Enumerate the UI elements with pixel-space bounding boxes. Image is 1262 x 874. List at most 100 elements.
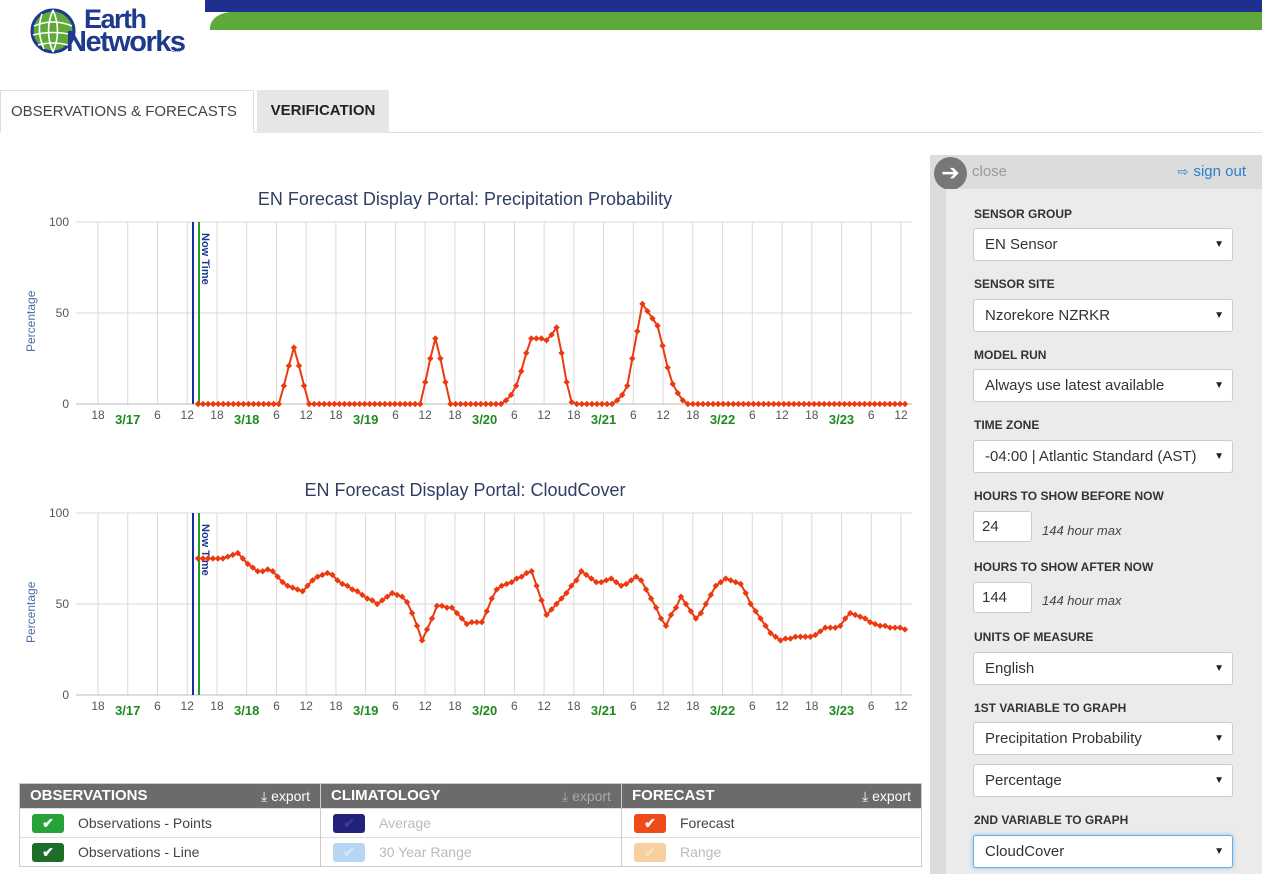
data-point	[528, 568, 535, 575]
x-tick-label: 12	[537, 699, 551, 713]
legend-row-range[interactable]: ✔ Range	[622, 837, 921, 866]
data-point	[573, 400, 580, 408]
data-point	[684, 400, 692, 408]
earth-networks-logo[interactable]: Earth Networks SM	[26, 6, 186, 72]
x-tick-label: 12	[181, 408, 195, 422]
select-value: CloudCover	[985, 843, 1065, 860]
legend-row-forecast[interactable]: ✔ Forecast	[622, 808, 921, 837]
data-point	[634, 328, 641, 335]
sensor-site-select[interactable]: Nzorekore NZRKR ▼	[973, 299, 1233, 332]
data-point	[866, 400, 873, 408]
data-point	[699, 400, 707, 408]
export-climatology-button[interactable]: ⤓ export	[562, 784, 611, 808]
tab-verification[interactable]: VERIFICATION	[257, 90, 389, 133]
x-tick-label: 12	[656, 408, 670, 422]
data-point	[856, 400, 863, 408]
data-point	[285, 362, 293, 369]
precipitation-plot: 0 50 100 18 3/17 6 12 18 3/18 6 12 18 3/19 6 12 18 3/20 6…	[49, 215, 912, 427]
data-point	[837, 622, 844, 630]
data-point	[553, 324, 560, 331]
var1-select[interactable]: Precipitation Probability ▼	[973, 722, 1233, 755]
data-point	[720, 400, 727, 408]
data-point	[822, 624, 829, 631]
check-icon[interactable]: ✔	[32, 814, 64, 833]
check-icon[interactable]: ✔	[333, 843, 365, 862]
data-point	[573, 577, 580, 584]
data-point	[891, 624, 899, 631]
data-point	[209, 400, 217, 408]
select-value: -04:00 | Atlantic Standard (AST)	[985, 448, 1197, 465]
units-select[interactable]: English ▼	[973, 652, 1233, 685]
data-point	[694, 400, 702, 408]
data-point	[871, 400, 878, 408]
check-icon[interactable]: ✔	[32, 843, 64, 862]
close-arrow-icon[interactable]: ➔	[934, 157, 967, 190]
data-point	[730, 400, 737, 408]
data-point	[235, 400, 242, 408]
x-tick-label: 18	[567, 408, 581, 422]
legend-row-average[interactable]: ✔ Average	[321, 808, 621, 837]
check-icon[interactable]: ✔	[634, 814, 666, 833]
legend-row-30-year-range[interactable]: ✔ 30 Year Range	[321, 837, 621, 866]
data-point	[654, 322, 661, 329]
data-point	[871, 620, 879, 628]
time-zone-select[interactable]: -04:00 | Atlantic Standard (AST) ▼	[973, 440, 1233, 473]
data-point	[543, 337, 550, 344]
x-tick-label: 6	[273, 699, 280, 713]
close-link[interactable]: close	[972, 163, 1008, 180]
x-tick-label: 18	[329, 699, 343, 713]
var2-label: 2ND VARIABLE TO GRAPH	[974, 813, 1129, 827]
logo-tm: SM	[171, 48, 180, 54]
x-tick-label: 12	[300, 699, 314, 713]
data-point	[418, 637, 426, 644]
hours-before-input[interactable]: 24	[973, 511, 1032, 542]
y-tick-label: 50	[56, 597, 70, 611]
hours-after-input[interactable]: 144	[973, 582, 1032, 613]
data-point	[417, 400, 424, 408]
tab-bar: OBSERVATIONS & FORECASTS VERIFICATION	[0, 90, 1262, 133]
legend-title-observations: OBSERVATIONS	[30, 787, 148, 804]
data-point	[896, 400, 904, 408]
data-point	[647, 595, 655, 602]
x-tick-label: 18	[91, 408, 105, 422]
data-point	[447, 400, 454, 408]
x-date-label: 3/22	[710, 412, 735, 427]
legend-label: Range	[680, 844, 722, 860]
legend-row-observations-points[interactable]: ✔ Observations - Points	[20, 808, 320, 837]
legend-row-observations-line[interactable]: ✔ Observations - Line	[20, 837, 320, 866]
sign-out-link[interactable]: ⇨ sign out	[1178, 163, 1246, 180]
data-point	[458, 615, 466, 622]
y-tick-label: 100	[49, 215, 69, 229]
legend-header-climatology: CLIMATOLOGY ⤓ export	[321, 784, 621, 808]
data-point	[827, 624, 834, 631]
export-observations-button[interactable]: ⤓ export	[261, 784, 310, 808]
x-date-label: 3/21	[591, 703, 616, 718]
check-icon[interactable]: ✔	[634, 843, 666, 862]
logo-text: Earth Networks	[66, 6, 186, 57]
data-point	[747, 600, 754, 608]
data-point	[376, 400, 383, 408]
model-run-select[interactable]: Always use latest available ▼	[973, 369, 1233, 402]
hours-after-label: HOURS TO SHOW AFTER NOW	[974, 560, 1154, 574]
data-point	[624, 382, 631, 389]
data-point	[316, 400, 323, 408]
var1-unit-select[interactable]: Percentage ▼	[973, 764, 1233, 797]
data-point	[765, 400, 772, 408]
x-tick-label: 6	[511, 699, 518, 713]
download-icon: ⤓	[261, 788, 272, 804]
var2-select[interactable]: CloudCover ▼	[973, 835, 1233, 868]
data-point	[876, 622, 884, 630]
x-tick-label: 6	[392, 408, 399, 422]
legend-label: Observations - Points	[78, 815, 212, 831]
data-point	[199, 400, 207, 408]
check-icon[interactable]: ✔	[333, 814, 365, 833]
data-point	[722, 575, 729, 582]
x-date-label: 3/19	[353, 412, 378, 427]
data-point	[613, 397, 621, 404]
tab-observations-forecasts[interactable]: OBSERVATIONS & FORECASTS	[0, 90, 254, 133]
data-point	[861, 615, 869, 622]
sensor-group-select[interactable]: EN Sensor ▼	[973, 228, 1233, 261]
export-forecast-button[interactable]: ⤓ export	[862, 784, 911, 808]
data-point	[901, 400, 909, 408]
data-point	[727, 577, 734, 584]
